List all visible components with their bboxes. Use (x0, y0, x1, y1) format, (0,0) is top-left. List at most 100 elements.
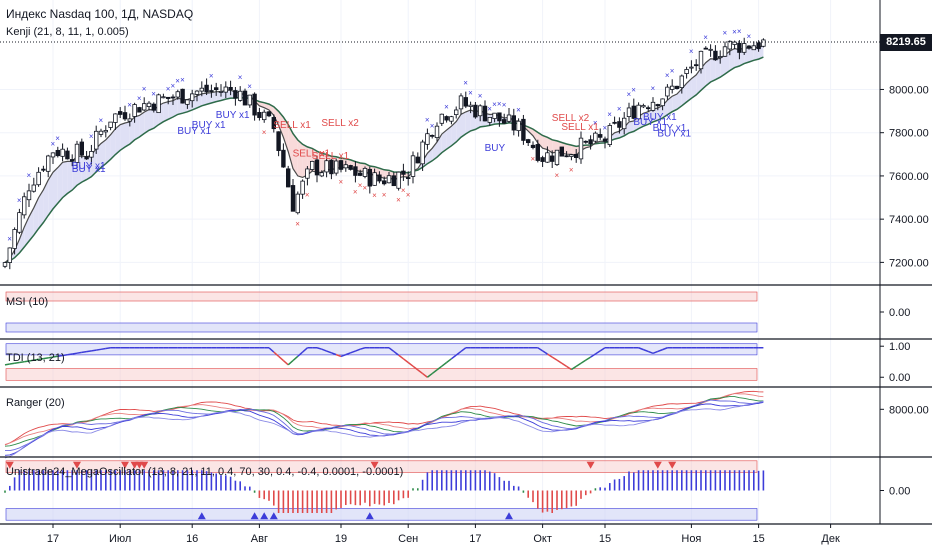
candle-body[interactable] (636, 104, 641, 120)
candle-body[interactable] (161, 96, 166, 99)
candle-body[interactable] (89, 151, 94, 158)
candle-body[interactable] (492, 112, 497, 119)
candle-body[interactable] (233, 90, 238, 99)
candle-body[interactable] (626, 107, 632, 118)
candle-body[interactable] (598, 134, 603, 138)
candle-body[interactable] (12, 229, 17, 249)
candle-body[interactable] (175, 91, 180, 98)
candle-body[interactable] (381, 180, 387, 185)
candle-body[interactable] (429, 134, 435, 137)
candle-body[interactable] (612, 121, 617, 124)
candle-body[interactable] (194, 90, 200, 95)
candle-body[interactable] (439, 113, 444, 124)
candle-body[interactable] (60, 148, 65, 157)
candle-body[interactable] (444, 116, 449, 121)
candle-body[interactable] (170, 96, 176, 99)
candle-body[interactable] (660, 98, 665, 107)
candle-body[interactable] (650, 101, 656, 111)
candle-body[interactable] (31, 184, 36, 192)
candle-body[interactable] (722, 46, 728, 57)
candle-body[interactable] (694, 64, 699, 67)
candle-body[interactable] (74, 143, 80, 163)
candle-body[interactable] (151, 103, 156, 111)
candle-body[interactable] (559, 146, 564, 157)
candle-body[interactable] (271, 117, 276, 130)
candle-body[interactable] (65, 150, 70, 160)
candle-body[interactable] (756, 42, 761, 50)
candle-body[interactable] (583, 140, 588, 143)
candle-body[interactable] (386, 175, 392, 184)
candle-body[interactable] (113, 113, 118, 123)
candle-body[interactable] (84, 156, 89, 160)
x-axis[interactable]: 17 Июл 16 Авг 19 Сен 17 Окт 15 Ноя 15 Дек (47, 524, 840, 545)
candle-body[interactable] (401, 170, 406, 175)
candle-body[interactable] (118, 111, 123, 115)
candle-body[interactable] (137, 107, 142, 113)
candle-body[interactable] (545, 152, 550, 163)
candle-body[interactable] (698, 50, 704, 70)
y-axis[interactable]: 7200.00 7400.00 7600.00 7800.00 8000.00 0.00 1… (880, 84, 929, 498)
candle-body[interactable] (487, 116, 492, 123)
candle-body[interactable] (180, 88, 185, 104)
candle-body[interactable] (146, 102, 152, 107)
candle-body[interactable] (670, 85, 675, 90)
candle-body[interactable] (655, 104, 660, 107)
candle-body[interactable] (247, 94, 252, 106)
candle-body[interactable] (127, 118, 132, 122)
candle-body[interactable] (391, 175, 396, 187)
candle-body[interactable] (396, 171, 401, 189)
candle-body[interactable] (511, 115, 516, 131)
candle-body[interactable] (55, 149, 60, 157)
candle-body[interactable] (343, 164, 348, 169)
candle-body[interactable] (228, 87, 233, 91)
candle-body[interactable] (309, 160, 315, 170)
candle-body[interactable] (285, 168, 291, 188)
candle-body[interactable] (708, 48, 713, 51)
candle-body[interactable] (338, 160, 344, 170)
candle-body[interactable] (209, 90, 214, 92)
candle-body[interactable] (746, 45, 752, 49)
candle-body[interactable] (530, 144, 536, 148)
candle-body[interactable] (362, 167, 368, 177)
candle-body[interactable] (305, 168, 310, 179)
candle-body[interactable] (564, 155, 569, 158)
candle-body[interactable] (737, 42, 742, 53)
candle-body[interactable] (497, 112, 502, 122)
candle-body[interactable] (477, 105, 483, 117)
candle-body[interactable] (526, 139, 531, 144)
mega-oscillator-pane[interactable] (4, 461, 765, 520)
candle-body[interactable] (641, 105, 646, 108)
candle-body[interactable] (300, 180, 305, 195)
ranger-pane[interactable] (4, 390, 764, 459)
candle-body[interactable] (103, 130, 108, 133)
candle-body[interactable] (223, 86, 228, 93)
candle-body[interactable] (434, 125, 440, 139)
candle-body[interactable] (420, 141, 425, 165)
candle-body[interactable] (468, 104, 473, 107)
candle-body[interactable] (266, 111, 272, 117)
candle-body[interactable] (218, 91, 224, 93)
candle-body[interactable] (607, 125, 612, 145)
candle-body[interactable] (674, 85, 680, 90)
candle-body[interactable] (276, 131, 281, 151)
candle-body[interactable] (501, 119, 507, 124)
candle-body[interactable] (319, 172, 324, 177)
candle-body[interactable] (185, 99, 190, 105)
candle-body[interactable] (199, 87, 204, 92)
price-pane[interactable]: ××××× ××××××× ×× × × ×××××××× ×× ××××××××× ×× × × ×… (0, 27, 880, 270)
candle-body[interactable] (550, 155, 555, 162)
candle-body[interactable] (295, 193, 300, 214)
candle-body[interactable] (237, 90, 243, 101)
candle-body[interactable] (189, 93, 195, 102)
candle-body[interactable] (521, 118, 526, 141)
candle-body[interactable] (70, 159, 75, 162)
candle-body[interactable] (257, 112, 262, 118)
candle-body[interactable] (94, 130, 99, 150)
candle-body[interactable] (405, 177, 411, 179)
candle-body[interactable] (108, 121, 113, 128)
tdi-pane[interactable] (4, 347, 764, 378)
candle-body[interactable] (593, 132, 598, 142)
candle-body[interactable] (41, 168, 46, 171)
candle-body[interactable] (482, 105, 488, 122)
candle-body[interactable] (26, 190, 32, 201)
